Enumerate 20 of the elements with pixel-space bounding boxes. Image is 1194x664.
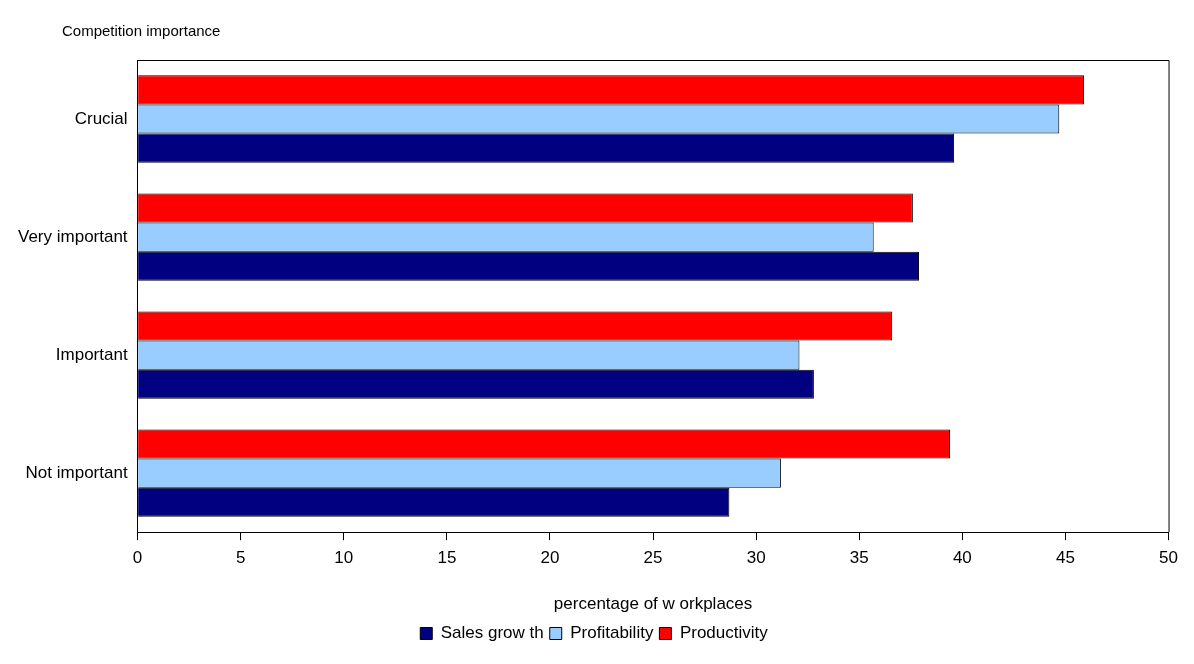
x-tick-label: 30 [746,548,766,568]
x-tick-label: 45 [1055,548,1075,568]
x-axis-title: percentage of w orkplaces [553,594,753,614]
y-tick-label: Very important [17,226,128,246]
x-tick-label: 35 [849,548,869,568]
legend-label: Sales grow th [440,623,544,643]
y-tick-label: Crucial [74,108,128,128]
legend-label: Productivity [679,623,769,643]
y-axis-title: Competition importance [62,21,221,39]
x-tick-label: 50 [1159,548,1179,568]
x-tick-label: 15 [437,548,457,568]
y-tick-label: Important [55,344,128,364]
x-tick-label: 25 [643,548,663,568]
x-tick-label: 5 [235,548,246,568]
x-tick-label: 10 [334,548,354,568]
x-tick-label: 40 [952,548,972,568]
x-tick-label: 0 [132,548,143,568]
x-tick-label: 20 [540,548,560,568]
legend-label: Profitability [570,623,654,643]
y-tick-label: Not important [25,462,128,482]
